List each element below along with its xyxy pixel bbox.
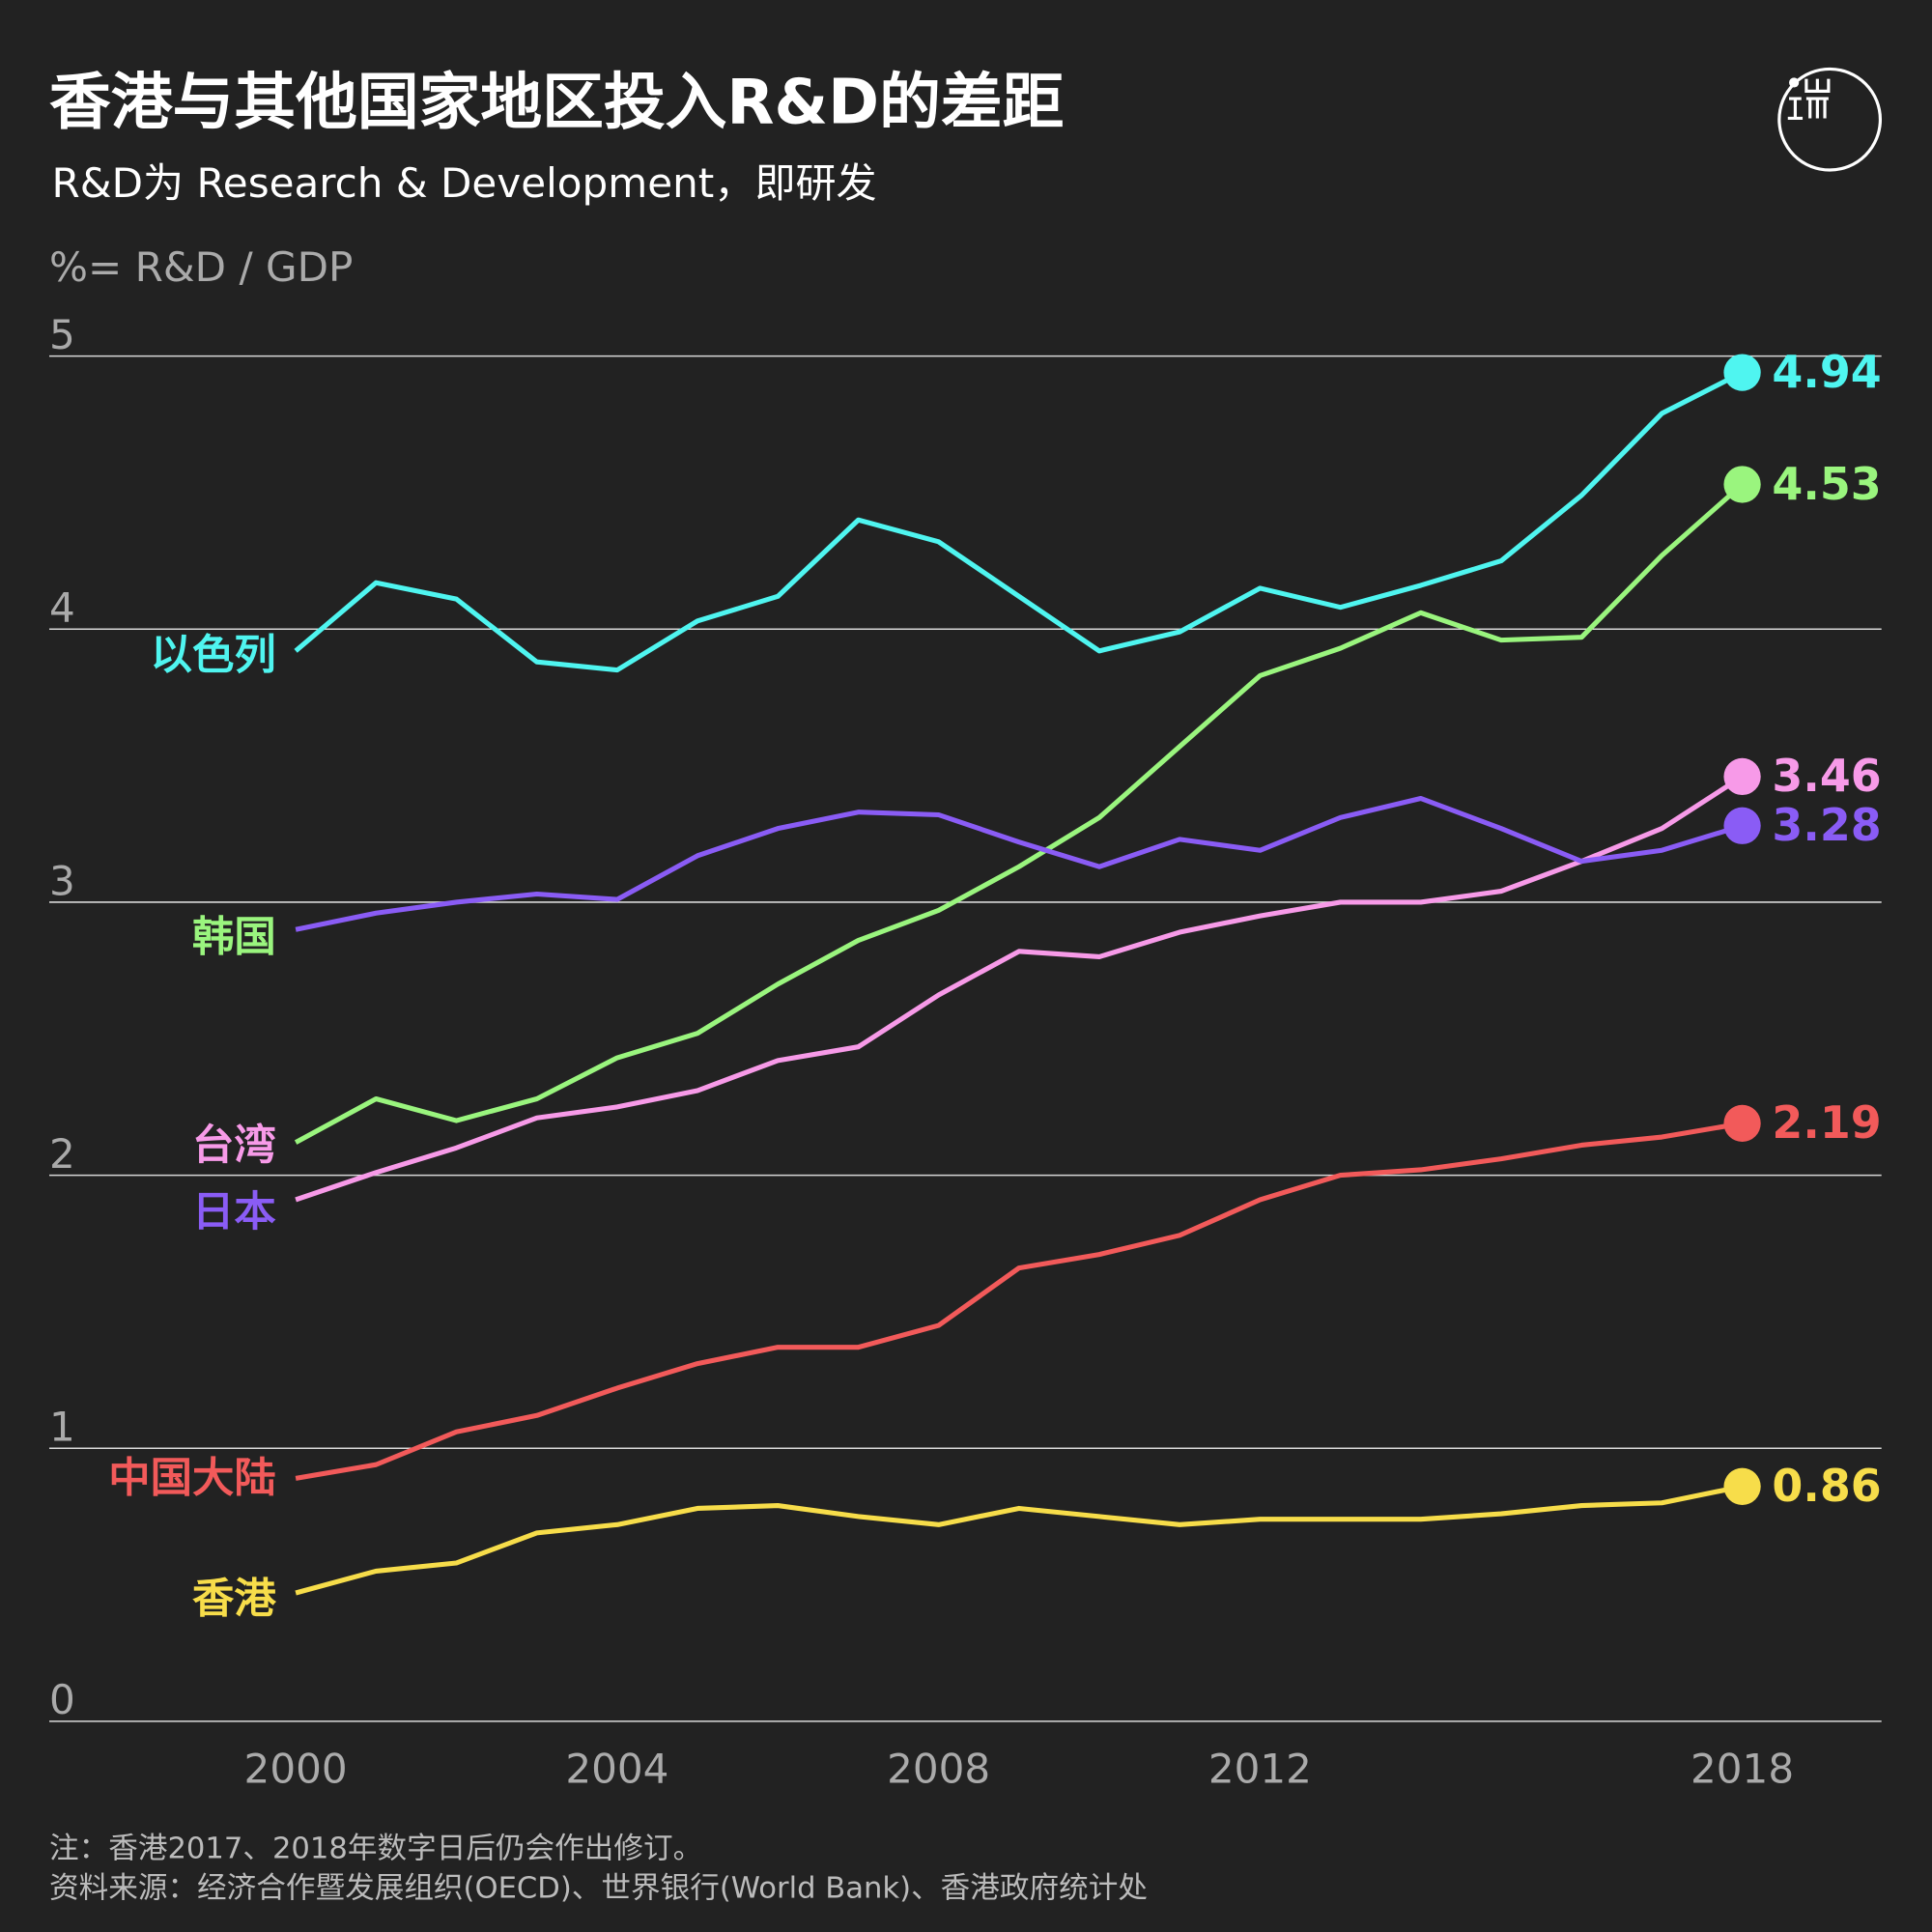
end-point-marker [1723, 1467, 1761, 1505]
series-labels: 4.94 以色列 4.53 韩国 3.46 台湾 3.28 日本 2.19 中国大陆 0.86 香港 [108, 346, 1881, 1624]
series-name-label: 韩国 [192, 914, 276, 962]
chart-title: 香港与其他国家地区投入R&D的差距 [49, 68, 1064, 139]
series-name-label: 中国大陆 [108, 1455, 275, 1503]
end-value-label: 0.86 [1772, 1460, 1881, 1512]
end-value-label: 2.19 [1772, 1096, 1881, 1149]
end-value-label: 4.53 [1772, 458, 1881, 510]
logo-glyph [1787, 78, 1831, 121]
series-line [295, 1121, 1743, 1481]
end-point-marker [1723, 466, 1761, 503]
series-line [295, 1484, 1744, 1596]
end-point-marker [1723, 354, 1761, 391]
series-line [295, 774, 1744, 1203]
end-point-marker [1723, 807, 1761, 844]
x-tick-label: 2012 [1208, 1746, 1312, 1793]
y-tick-label: 5 [49, 311, 75, 358]
y-tick-label: 3 [49, 857, 75, 904]
y-tick-label: 0 [49, 1676, 75, 1723]
logo-circle [1777, 67, 1883, 172]
series-name-label: 日本 [192, 1188, 276, 1236]
series-line [294, 370, 1744, 673]
source-note: 资料来源：经济合作暨发展组织(OECD)、世界银行(World Bank)、香港… [49, 1871, 1148, 1905]
end-value-label: 4.94 [1772, 346, 1881, 398]
series-line [295, 795, 1744, 932]
x-tick-label: 2000 [244, 1746, 348, 1793]
end-point-marker [1723, 757, 1761, 796]
series-name-label: 香港 [192, 1576, 276, 1624]
series-name-label: 以色列 [151, 632, 276, 680]
series-line [294, 482, 1745, 1145]
gridlines [49, 355, 1882, 1722]
y-ticks: 0 1 2 3 4 5 [49, 311, 75, 1723]
logo [1777, 67, 1883, 172]
chart-subtitle: R&D为 Research & Development，即研发 [52, 159, 877, 207]
y-axis-label: %= R&D / GDP [49, 243, 353, 291]
x-tick-label: 2018 [1690, 1746, 1794, 1793]
y-tick-label: 1 [49, 1404, 75, 1451]
end-value-label: 3.46 [1772, 750, 1881, 802]
series-name-label: 台湾 [192, 1122, 276, 1170]
logo-dot [1789, 77, 1800, 88]
end-point-marker [1723, 1104, 1761, 1143]
y-tick-label: 4 [49, 584, 75, 632]
x-ticks: 2000 2004 2008 2012 2018 [244, 1746, 1795, 1793]
y-tick-label: 2 [49, 1130, 75, 1178]
footnote: 注：香港2017、2018年数字日后仍会作出修订。 [49, 1832, 702, 1865]
x-tick-label: 2008 [887, 1746, 990, 1793]
x-tick-label: 2004 [565, 1746, 668, 1793]
series-lines [294, 354, 1761, 1596]
end-value-label: 3.28 [1772, 799, 1881, 851]
